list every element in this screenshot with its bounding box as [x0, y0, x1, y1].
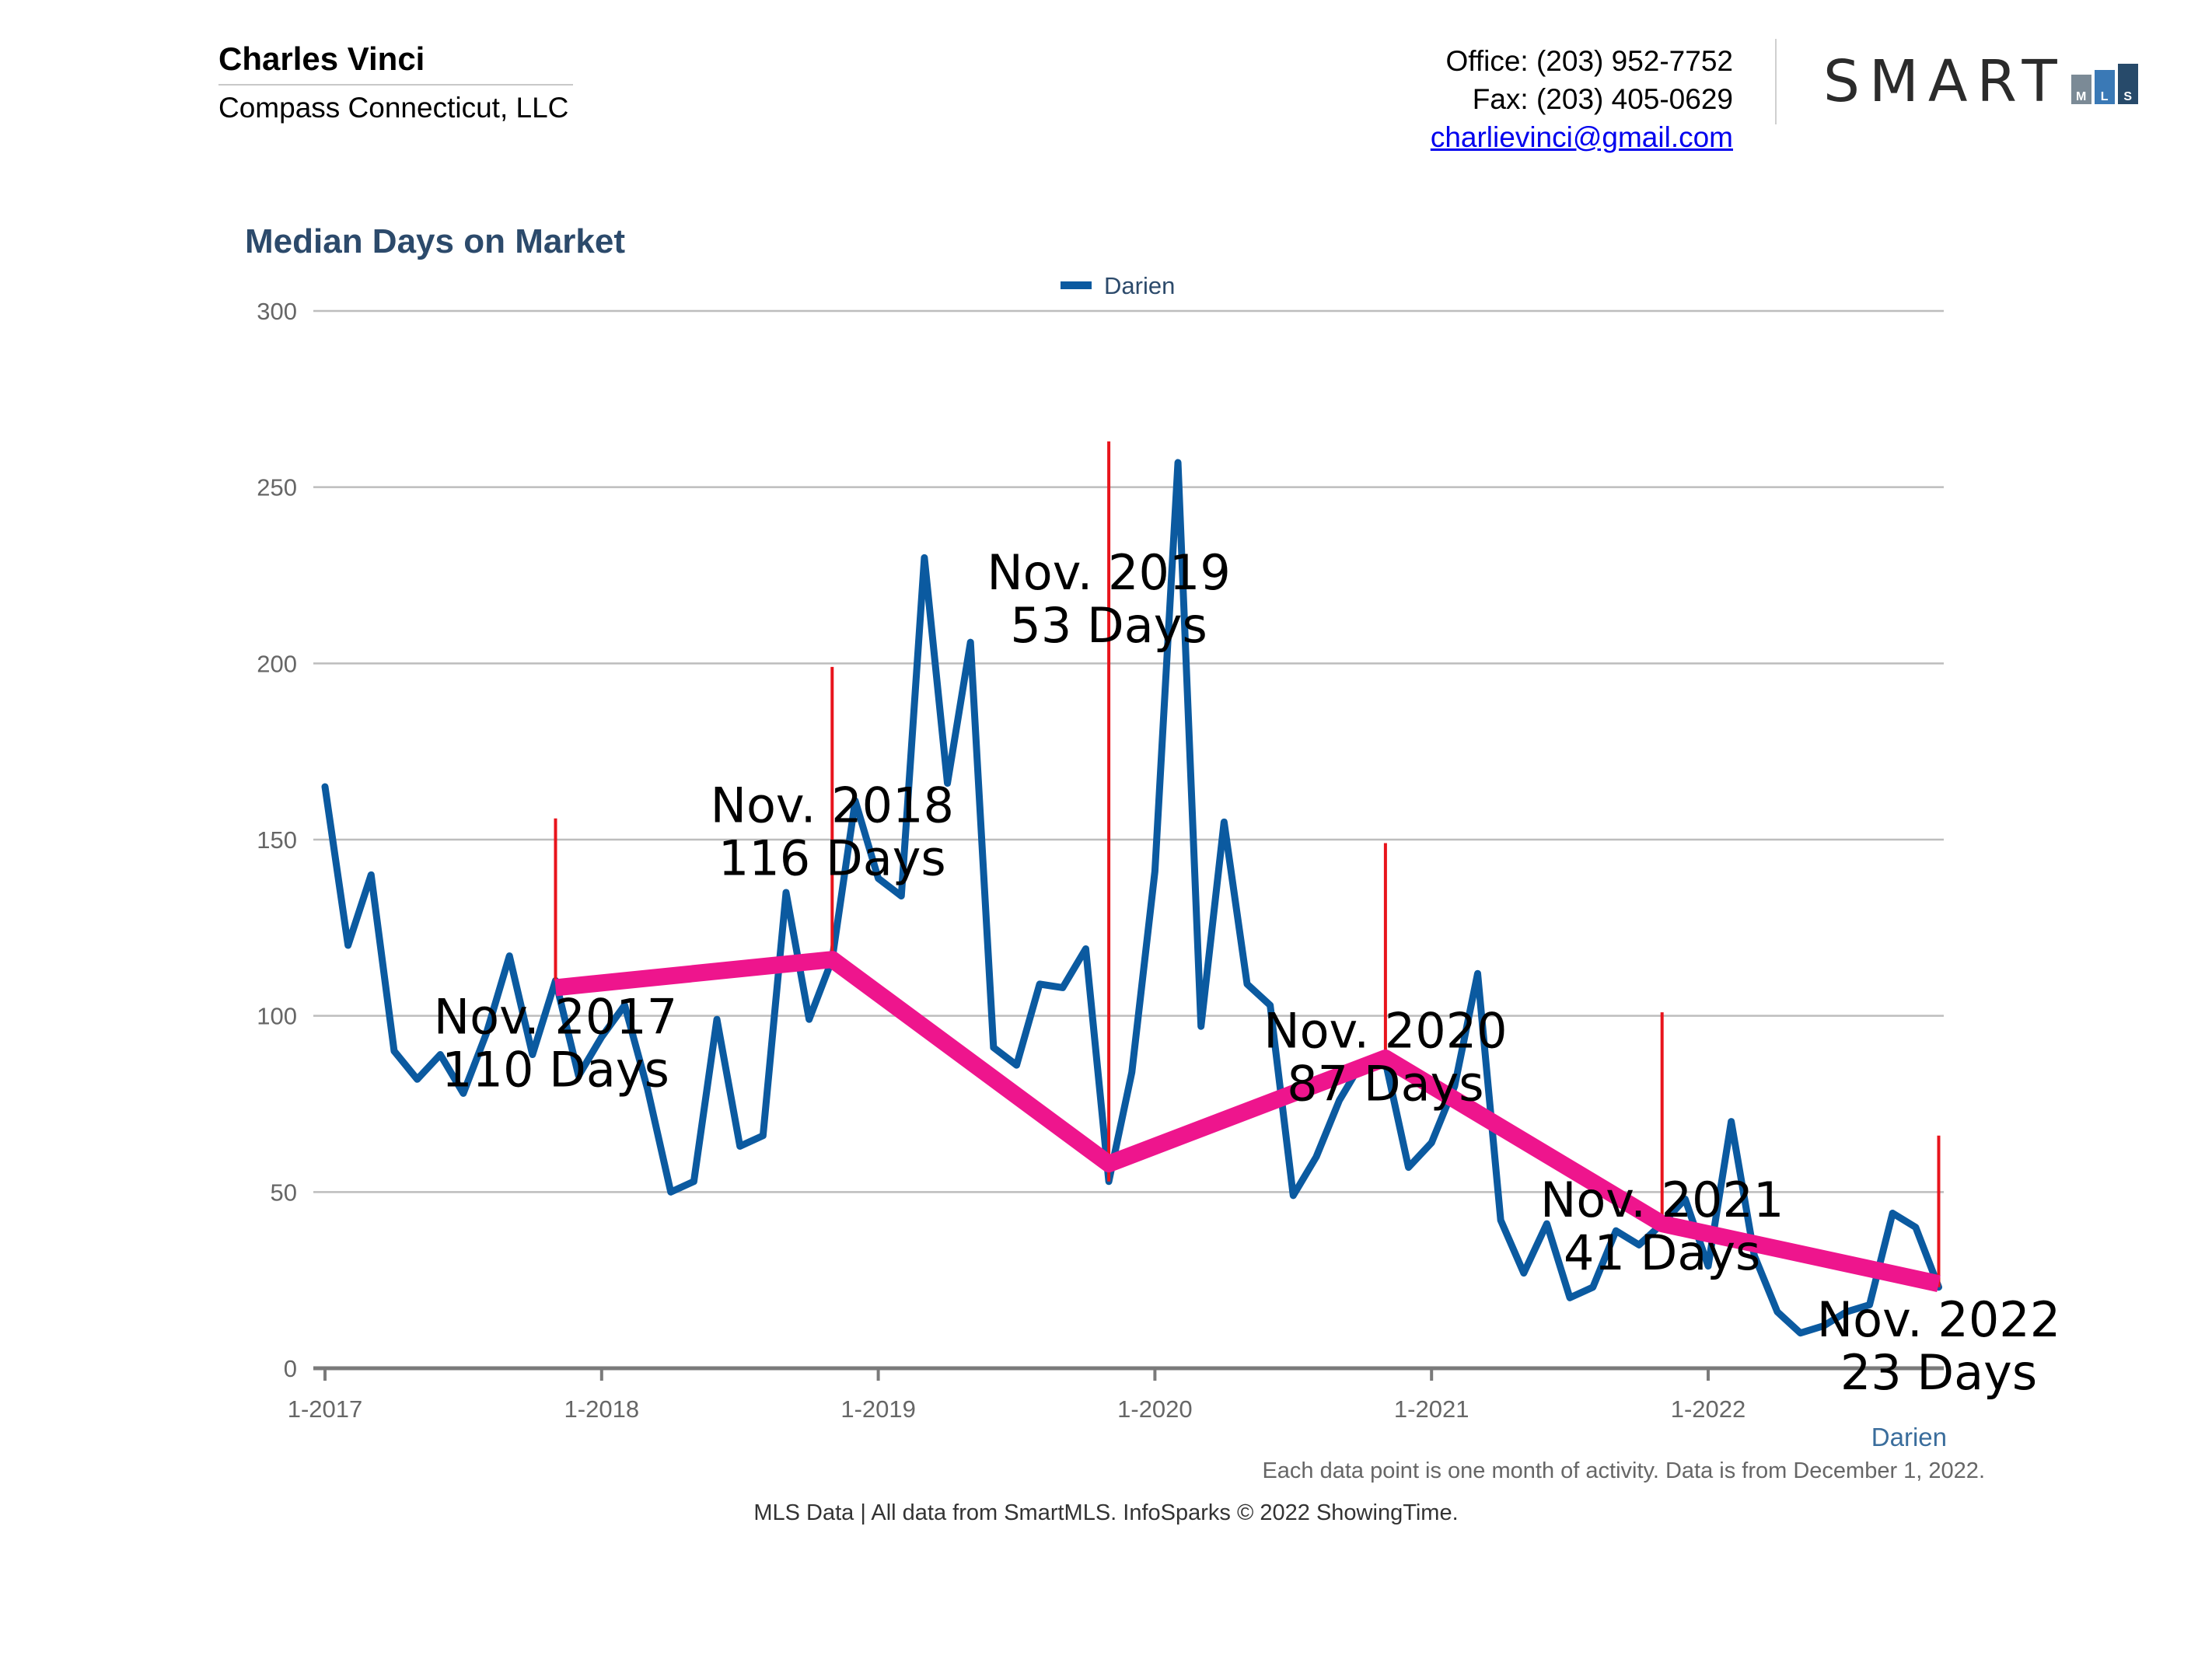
logo-word: SMART: [1823, 48, 2067, 115]
annotation-label-4: Nov. 2020 87 Days: [1263, 1002, 1507, 1112]
annotation-month: Nov. 2021: [1540, 1172, 1784, 1228]
annotation-days: 87 Days: [1287, 1055, 1483, 1112]
contact-info: Office: (203) 952-7752 Fax: (203) 405-06…: [1431, 42, 1733, 156]
annotation-days: 41 Days: [1564, 1224, 1760, 1281]
x-tick-label: 1-2019: [840, 1395, 916, 1423]
annotation-days: 53 Days: [1010, 597, 1207, 654]
annotation-label-6: Nov. 2022 23 Days: [1817, 1291, 2060, 1401]
annotation-days: 116 Days: [718, 830, 946, 886]
x-tick-label: 1-2018: [564, 1395, 640, 1423]
x-tick-label: 1-2017: [288, 1395, 363, 1423]
annotation-days: 23 Days: [1840, 1344, 2037, 1401]
y-tick-label: 250: [257, 474, 297, 501]
y-tick-label: 0: [284, 1355, 297, 1382]
x-tick-label: 1-2022: [1671, 1395, 1746, 1423]
x-tick-label: 1-2020: [1117, 1395, 1193, 1423]
annotation-days: 110 Days: [442, 1041, 669, 1098]
legend: Darien: [1061, 272, 1175, 299]
trend-line-november: [554, 951, 1941, 1292]
series-layer: [321, 459, 1942, 1337]
office-phone: Office: (203) 952-7752: [1445, 45, 1733, 77]
y-tick-label: 100: [257, 1003, 297, 1030]
y-tick-labels: 0 50 100 150 200 250 300: [257, 298, 297, 1382]
agent-name: Charles Vinci: [218, 40, 425, 77]
agent-divider: [218, 84, 573, 86]
trend-layer: [554, 951, 1941, 1292]
y-tick-label: 300: [257, 298, 297, 325]
annotation-label-2: Nov. 2018 116 Days: [711, 777, 954, 886]
annotation-lines: [554, 441, 1941, 1287]
y-tick-label: 50: [271, 1179, 297, 1206]
annotation-label-1: Nov. 2017 110 Days: [434, 988, 677, 1098]
data-credit: MLS Data | All data from SmartMLS. InfoS…: [753, 1500, 1459, 1525]
x-tick-label: 1-2021: [1394, 1395, 1469, 1423]
email-link[interactable]: charlievinci@gmail.com: [1430, 121, 1733, 153]
logo-bar-m: M: [2070, 75, 2091, 104]
annotation-month: Nov. 2017: [434, 988, 677, 1045]
logo-bar-l: L: [2094, 70, 2115, 104]
smartmls-logo: SMART M L S: [1823, 48, 2138, 110]
footnote: Each data point is one month of activity…: [1262, 1458, 1985, 1483]
annotation-month: Nov. 2018: [711, 777, 954, 833]
annotation-month: Nov. 2022: [1817, 1291, 2060, 1348]
header-divider: [1775, 39, 1777, 124]
y-tick-label: 150: [257, 826, 297, 854]
gridlines: [313, 309, 1944, 1371]
annotation-label-3: Nov. 2019 53 Days: [987, 544, 1230, 654]
series-line-darien: [321, 459, 1942, 1337]
annotation-month: Nov. 2020: [1263, 1002, 1507, 1059]
series-caption: Darien: [1871, 1423, 1947, 1451]
y-tick-label: 200: [257, 650, 297, 677]
logo-bar-s: S: [2117, 64, 2138, 104]
fax-number: Fax: (203) 405-0629: [1472, 83, 1733, 115]
chart-title: Median Days on Market: [245, 222, 626, 260]
annotation-label-5: Nov. 2021 41 Days: [1540, 1172, 1784, 1281]
legend-swatch-darien: [1061, 281, 1092, 289]
annotation-month: Nov. 2019: [987, 544, 1230, 601]
x-axis: 1-2017 1-2018 1-2019 1-2020 1-2021 1-2022: [288, 1368, 1746, 1423]
agent-company: Compass Connecticut, LLC: [218, 92, 569, 124]
logo-bars: M L S: [2070, 64, 2138, 104]
legend-label-darien: Darien: [1104, 272, 1175, 299]
